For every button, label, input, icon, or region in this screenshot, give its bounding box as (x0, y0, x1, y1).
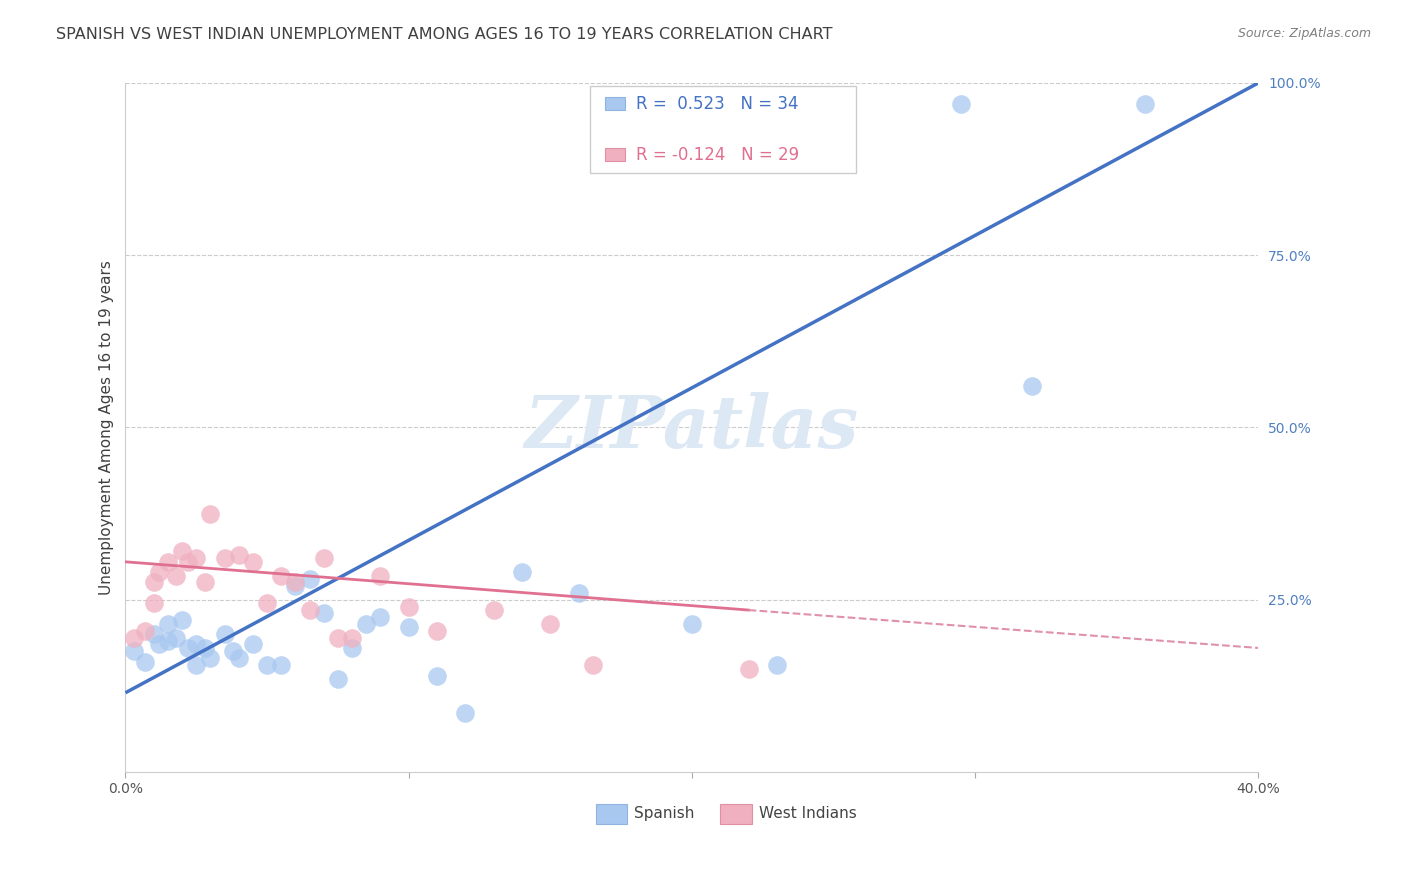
Point (270, 658, 292, 673)
Point (370, 568, 392, 582)
Point (228, 548, 250, 562)
Bar (596, 805, 627, 823)
Point (340, 631, 363, 645)
Point (426, 624, 449, 638)
Point (949, 96, 972, 111)
Point (298, 603, 321, 617)
Text: Source: ZipAtlas.com: Source: ZipAtlas.com (1237, 27, 1371, 40)
Point (326, 631, 349, 645)
Point (165, 631, 187, 645)
Point (766, 658, 789, 673)
Point (270, 568, 292, 582)
Point (398, 620, 420, 634)
Point (1021, 379, 1043, 393)
Point (284, 579, 307, 593)
Point (312, 551, 335, 566)
Point (256, 596, 278, 610)
Point (214, 551, 236, 566)
Point (582, 658, 605, 673)
Bar (720, 805, 752, 823)
Point (148, 638, 170, 652)
Point (200, 507, 222, 521)
Bar (605, 148, 626, 161)
Point (510, 565, 533, 579)
Point (134, 624, 156, 638)
Point (568, 586, 591, 600)
Point (284, 575, 307, 590)
Point (681, 616, 703, 631)
Point (737, 662, 759, 676)
Point (142, 575, 165, 590)
Point (186, 551, 208, 566)
Point (370, 610, 392, 624)
Point (222, 644, 245, 658)
Point (156, 634, 179, 648)
Point (122, 644, 145, 658)
Text: R = -0.124   N = 29: R = -0.124 N = 29 (637, 145, 800, 163)
Point (177, 640, 200, 655)
Text: West Indians: West Indians (759, 806, 856, 822)
Point (454, 706, 477, 721)
Point (242, 555, 264, 569)
Point (148, 565, 170, 579)
Point (426, 668, 449, 682)
Point (340, 640, 363, 655)
Point (194, 640, 217, 655)
Point (172, 613, 194, 627)
Point (134, 655, 156, 669)
Point (256, 658, 278, 673)
Point (1133, 96, 1156, 111)
Point (242, 638, 264, 652)
Point (538, 616, 561, 631)
Point (200, 651, 222, 665)
Point (194, 575, 217, 590)
Text: SPANISH VS WEST INDIAN UNEMPLOYMENT AMONG AGES 16 TO 19 YEARS CORRELATION CHART: SPANISH VS WEST INDIAN UNEMPLOYMENT AMON… (56, 27, 832, 42)
Point (186, 638, 208, 652)
Point (326, 672, 349, 686)
Point (298, 572, 321, 586)
Point (142, 596, 165, 610)
Point (228, 651, 250, 665)
Point (214, 627, 236, 641)
Point (312, 607, 335, 621)
Point (354, 616, 377, 631)
Point (186, 658, 208, 673)
Bar (605, 97, 626, 110)
Text: R =  0.523   N = 34: R = 0.523 N = 34 (637, 95, 799, 112)
Point (156, 616, 179, 631)
Point (482, 603, 505, 617)
Y-axis label: Unemployment Among Ages 16 to 19 years: Unemployment Among Ages 16 to 19 years (100, 260, 114, 595)
Point (398, 599, 420, 614)
Point (172, 544, 194, 558)
Text: ZIPatlas: ZIPatlas (524, 392, 859, 463)
Point (156, 555, 179, 569)
Point (122, 631, 145, 645)
FancyBboxPatch shape (591, 87, 856, 172)
Point (177, 555, 200, 569)
Point (165, 568, 187, 582)
Point (142, 627, 165, 641)
Text: Spanish: Spanish (634, 806, 695, 822)
